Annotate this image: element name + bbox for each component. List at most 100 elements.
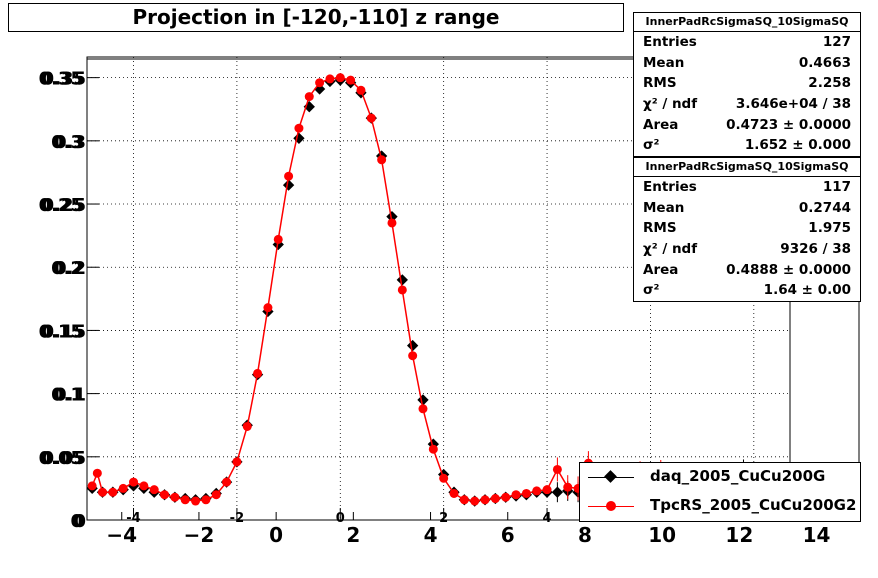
data-point-tpcrs [552, 464, 562, 474]
y-tick-label: 0 [70, 511, 83, 532]
stats-box-1: InnerPadRcSigmaSQ_10SigmaSQ Entries 127 M… [633, 12, 861, 158]
data-point-tpcrs [532, 486, 542, 496]
y-tick-label: 0.3 [54, 132, 86, 153]
data-point-tpcrs [459, 495, 469, 505]
stats-row: Mean 0.4663 [643, 54, 851, 71]
data-point-tpcrs [294, 123, 304, 133]
x-tick-label: 12 [725, 523, 753, 547]
data-point-tpcrs [501, 492, 511, 502]
data-point-tpcrs [397, 285, 407, 295]
data-point-tpcrs [201, 495, 211, 505]
stats-row: χ² / ndf 3.646e+04 / 38 [643, 96, 851, 113]
data-point-tpcrs [92, 468, 102, 478]
stats-row: Entries 127 [643, 34, 851, 50]
x-tick-label: −2 [184, 523, 215, 547]
legend-label: daq_2005_CuCu200G [650, 467, 826, 485]
data-point-tpcrs [335, 73, 345, 83]
data-point-tpcrs [284, 171, 294, 181]
y-tick-label: 0.2 [54, 258, 86, 279]
data-point-daq [551, 486, 564, 498]
data-point-tpcrs [418, 404, 428, 414]
data-point-tpcrs [449, 488, 459, 498]
y-tick-label: 0.35 [42, 69, 86, 90]
y-tick-label: 0.1 [51, 385, 83, 406]
stats-row: Area 0.4888 ± 0.0000 [643, 261, 851, 278]
y-tick-label: 0.1 [54, 385, 86, 406]
y-axis: 000.050.050.10.10.150.150.20.20.250.250.… [39, 69, 99, 532]
y-tick-label: 0.2 [51, 258, 83, 279]
data-point-tpcrs [542, 485, 552, 495]
data-point-tpcrs [191, 496, 201, 506]
data-point-tpcrs [253, 368, 263, 378]
y-tick-label: 0.05 [39, 448, 83, 469]
stats-row: RMS 2.258 [643, 75, 851, 92]
x-tick-label: −4 [106, 523, 137, 547]
x-tick-label-inner: -4 [126, 511, 140, 526]
stats-row: RMS 1.975 [643, 220, 851, 237]
data-point-tpcrs [325, 74, 335, 84]
data-point-tpcrs [366, 113, 376, 123]
data-point-tpcrs [149, 485, 159, 495]
data-point-tpcrs [211, 490, 221, 500]
data-point-tpcrs [428, 444, 438, 454]
data-point-tpcrs [346, 75, 356, 85]
stats-row: σ² 1.652 ± 0.000 [643, 137, 851, 154]
chart-title: Projection in [-120,-110] z range [8, 3, 624, 32]
x-tick-label-inner: 2 [439, 511, 448, 526]
legend-entry-daq: daq_2005_CuCu200G [580, 463, 860, 492]
stats-box-2: InnerPadRcSigmaSQ_10SigmaSQ Entries 117 M… [633, 157, 861, 303]
data-point-tpcrs [408, 351, 418, 361]
data-point-tpcrs [470, 496, 480, 506]
y-tick-label: 0.05 [42, 448, 86, 469]
stats-row: Entries 117 [643, 179, 851, 195]
data-point-daq [282, 179, 295, 191]
data-point-tpcrs [98, 487, 108, 497]
data-point-tpcrs [222, 477, 232, 487]
data-point-tpcrs [118, 483, 128, 493]
data-point-tpcrs [490, 494, 500, 504]
data-point-tpcrs [160, 490, 170, 500]
data-point-tpcrs [108, 487, 118, 497]
legend-label: TpcRS_2005_CuCu200G2 [650, 496, 857, 514]
data-point-tpcrs [232, 457, 242, 467]
data-point-tpcrs [263, 303, 273, 313]
x-tick-label: 10 [648, 523, 676, 547]
legend-entry-tpcrs: TpcRS_2005_CuCu200G2 [580, 492, 860, 521]
data-point-tpcrs [439, 473, 449, 483]
x-tick-label-inner: 0 [336, 511, 345, 526]
legend-marker-icon [604, 470, 617, 483]
x-tick-label: 6 [501, 523, 515, 547]
x-tick-label-inner: 4 [543, 511, 552, 526]
data-point-tpcrs [273, 234, 283, 244]
y-tick-label: 0.3 [51, 132, 83, 153]
data-point-tpcrs [139, 481, 149, 491]
stats-row: σ² 1.64 ± 0.00 [643, 282, 851, 299]
x-tick-label-inner: -2 [230, 511, 244, 526]
data-point-tpcrs [480, 495, 490, 505]
data-point-tpcrs [511, 490, 521, 500]
y-tick-label: 0.35 [39, 69, 83, 90]
data-point-tpcrs [129, 477, 139, 487]
y-tick-label: 0 [73, 511, 86, 532]
y-tick-label: 0.15 [39, 321, 83, 342]
y-tick-label: 0.25 [39, 195, 83, 216]
stats-box-name: InnerPadRcSigmaSQ_10SigmaSQ [634, 158, 860, 177]
x-tick-label: 2 [346, 523, 360, 547]
data-point-tpcrs [180, 495, 190, 505]
stats-box-name: InnerPadRcSigmaSQ_10SigmaSQ [634, 13, 860, 32]
data-point-daq [396, 274, 408, 286]
data-point-tpcrs [87, 481, 97, 491]
data-point-tpcrs [304, 92, 314, 102]
data-point-tpcrs [242, 421, 252, 431]
legend-marker-icon [606, 501, 616, 511]
stats-row: χ² / ndf 9326 / 38 [643, 241, 851, 258]
x-tick-label: 8 [578, 523, 592, 547]
data-point-tpcrs [170, 492, 180, 502]
x-tick-label: 0 [269, 523, 283, 547]
data-point-daq [293, 132, 305, 144]
data-point-tpcrs [521, 488, 531, 498]
data-point-daq [417, 394, 429, 406]
y-tick-label: 0.15 [42, 321, 86, 342]
data-point-tpcrs [387, 218, 397, 228]
